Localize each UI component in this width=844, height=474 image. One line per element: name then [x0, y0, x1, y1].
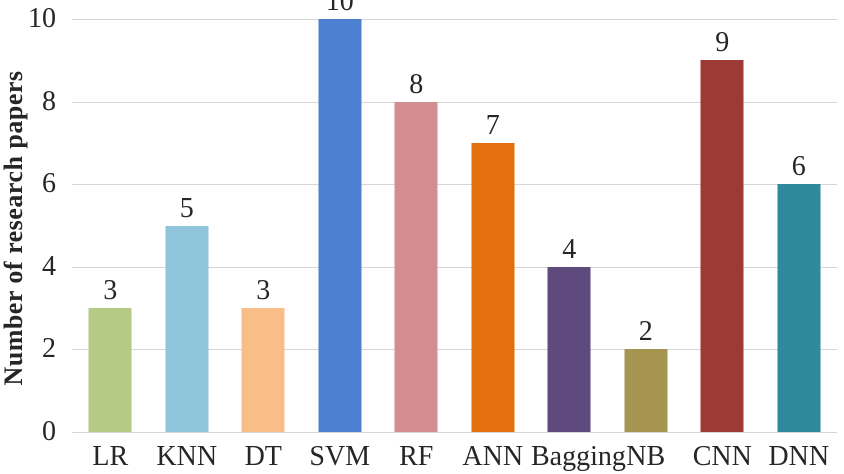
bar-value-label: 5	[179, 192, 194, 224]
x-category-label: NB	[626, 441, 666, 472]
y-tick-label: 4	[42, 250, 56, 282]
x-category-label: LR	[92, 441, 129, 472]
gridline	[72, 266, 837, 268]
bar-value-label: 7	[485, 109, 500, 141]
gridline	[72, 349, 837, 351]
x-category-label: ANN	[462, 441, 524, 472]
x-category-label: SVM	[309, 441, 371, 472]
bar-bagging	[547, 266, 591, 432]
gridline	[72, 19, 837, 20]
gridline	[72, 184, 837, 186]
gridline	[72, 101, 837, 103]
bar-value-label: 6	[791, 151, 806, 183]
bar-dt	[241, 308, 285, 432]
bar-ann	[471, 142, 515, 432]
x-category-label: Bagging	[531, 441, 626, 472]
y-tick-label: 0	[42, 416, 56, 447]
bar-slot: 8	[378, 19, 455, 432]
bar-slot: 10	[302, 0, 379, 432]
bar-value-label: 2	[638, 316, 653, 348]
bar-slot: 3	[72, 19, 149, 432]
bar-slot: 9	[684, 19, 761, 432]
bar-value-label: 3	[256, 275, 271, 307]
bar-slot: 4	[531, 19, 608, 432]
y-tick-label: 2	[42, 333, 56, 365]
y-tick-label: 6	[42, 168, 56, 200]
y-tick-label: 8	[42, 85, 56, 117]
bar-slot: 3	[225, 19, 302, 432]
bar-nb	[624, 349, 668, 432]
bar-dnn	[777, 184, 821, 432]
x-axis-baseline	[72, 432, 837, 433]
x-category-label: DNN	[768, 441, 830, 472]
bar-value-label: 9	[715, 27, 730, 59]
bar-slot: 2	[608, 19, 685, 432]
x-category-label: RF	[399, 441, 434, 472]
bar-value-label: 4	[562, 233, 577, 265]
bar-value-label: 3	[103, 275, 118, 307]
x-category-label: CNN	[692, 441, 752, 472]
plot-area: 3 5 3 10 8 7 4 2 9 6	[72, 0, 838, 433]
y-tick-label: 10	[28, 3, 56, 34]
bar-rf	[394, 101, 438, 432]
bar-cnn	[700, 60, 744, 432]
bar-slot: 5	[149, 19, 226, 432]
bar-slot: 6	[761, 19, 838, 432]
bar-value-label: 10	[325, 0, 354, 17]
bar-knn	[165, 225, 209, 432]
x-category-label: KNN	[156, 441, 218, 472]
bar-svm	[318, 19, 362, 432]
bar-value-label: 8	[409, 68, 424, 100]
x-category-label: DT	[244, 441, 282, 472]
bar-lr	[88, 308, 132, 432]
bar-slot: 7	[455, 19, 532, 432]
